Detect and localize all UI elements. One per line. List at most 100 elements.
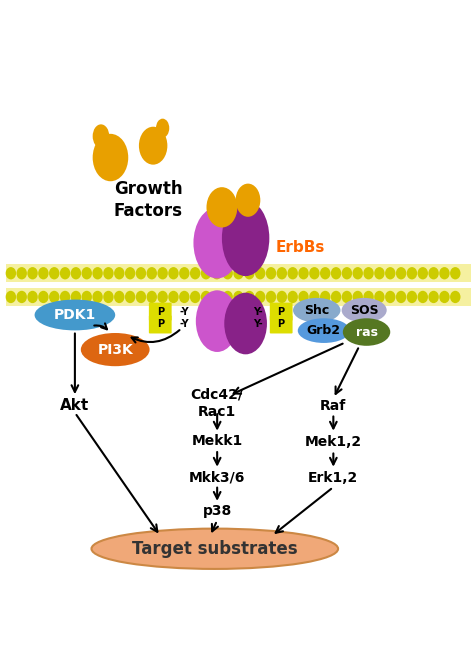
Ellipse shape <box>196 290 238 352</box>
Text: P: P <box>156 306 163 316</box>
Ellipse shape <box>235 184 260 217</box>
Ellipse shape <box>449 267 459 280</box>
FancyBboxPatch shape <box>149 316 171 334</box>
Ellipse shape <box>308 267 319 280</box>
Ellipse shape <box>373 267 384 280</box>
Ellipse shape <box>27 291 38 303</box>
Ellipse shape <box>193 207 240 278</box>
Ellipse shape <box>341 298 386 322</box>
Ellipse shape <box>157 291 168 303</box>
Ellipse shape <box>49 267 60 280</box>
Ellipse shape <box>38 291 49 303</box>
Text: p38: p38 <box>202 504 231 518</box>
Ellipse shape <box>81 291 92 303</box>
Ellipse shape <box>233 291 243 303</box>
Ellipse shape <box>168 267 178 280</box>
Ellipse shape <box>292 298 340 322</box>
Text: Mkk3/6: Mkk3/6 <box>188 470 245 484</box>
Ellipse shape <box>221 200 269 276</box>
Text: P: P <box>277 306 284 316</box>
Ellipse shape <box>233 267 243 280</box>
Ellipse shape <box>103 267 113 280</box>
Ellipse shape <box>91 529 337 569</box>
Ellipse shape <box>60 291 70 303</box>
Text: P: P <box>277 320 284 330</box>
Ellipse shape <box>363 267 373 280</box>
Bar <box>6 264 470 282</box>
Text: Y-: Y- <box>252 306 262 316</box>
Text: P: P <box>156 320 163 330</box>
Ellipse shape <box>224 292 267 354</box>
Ellipse shape <box>92 291 103 303</box>
Ellipse shape <box>49 291 60 303</box>
Ellipse shape <box>156 119 169 138</box>
Ellipse shape <box>265 291 276 303</box>
Ellipse shape <box>60 267 70 280</box>
Ellipse shape <box>189 267 200 280</box>
Ellipse shape <box>308 291 319 303</box>
Ellipse shape <box>341 267 351 280</box>
Ellipse shape <box>92 267 103 280</box>
Ellipse shape <box>255 291 265 303</box>
Text: Shc: Shc <box>304 304 329 317</box>
Ellipse shape <box>363 291 373 303</box>
Ellipse shape <box>17 267 27 280</box>
FancyBboxPatch shape <box>269 302 292 320</box>
Ellipse shape <box>114 291 124 303</box>
Text: -Y: -Y <box>179 306 188 316</box>
Ellipse shape <box>427 267 438 280</box>
Ellipse shape <box>35 300 115 330</box>
Ellipse shape <box>206 187 237 228</box>
Ellipse shape <box>92 134 128 181</box>
Ellipse shape <box>342 318 389 346</box>
Ellipse shape <box>211 291 221 303</box>
Text: PI3K: PI3K <box>97 342 133 356</box>
Text: ErbBs: ErbBs <box>275 240 324 255</box>
Ellipse shape <box>200 291 211 303</box>
Ellipse shape <box>136 291 146 303</box>
Ellipse shape <box>416 291 427 303</box>
Ellipse shape <box>384 291 395 303</box>
Ellipse shape <box>330 291 340 303</box>
Ellipse shape <box>146 267 157 280</box>
Ellipse shape <box>416 267 427 280</box>
Ellipse shape <box>103 291 113 303</box>
Ellipse shape <box>81 267 92 280</box>
Text: Raf: Raf <box>319 399 346 413</box>
Ellipse shape <box>319 291 330 303</box>
Text: Mek1,2: Mek1,2 <box>304 435 361 449</box>
Ellipse shape <box>222 291 232 303</box>
Text: Grb2: Grb2 <box>306 324 340 337</box>
Ellipse shape <box>114 267 124 280</box>
Ellipse shape <box>125 267 135 280</box>
Ellipse shape <box>395 267 406 280</box>
Text: ras: ras <box>355 326 377 338</box>
Ellipse shape <box>136 267 146 280</box>
Ellipse shape <box>70 267 81 280</box>
Ellipse shape <box>265 267 276 280</box>
Ellipse shape <box>373 291 384 303</box>
Text: Mekk1: Mekk1 <box>191 434 242 448</box>
Ellipse shape <box>189 291 200 303</box>
Text: PDK1: PDK1 <box>54 308 96 322</box>
Ellipse shape <box>255 267 265 280</box>
Ellipse shape <box>384 267 395 280</box>
FancyBboxPatch shape <box>149 302 171 320</box>
Ellipse shape <box>244 267 254 280</box>
Ellipse shape <box>200 267 211 280</box>
Ellipse shape <box>298 291 308 303</box>
Ellipse shape <box>287 267 298 280</box>
Ellipse shape <box>438 291 449 303</box>
Ellipse shape <box>125 291 135 303</box>
FancyBboxPatch shape <box>269 316 292 334</box>
Ellipse shape <box>352 291 362 303</box>
Ellipse shape <box>298 267 308 280</box>
Ellipse shape <box>341 291 351 303</box>
Ellipse shape <box>319 267 330 280</box>
Bar <box>6 288 470 306</box>
Ellipse shape <box>6 267 16 280</box>
Ellipse shape <box>27 267 38 280</box>
Ellipse shape <box>178 291 189 303</box>
Text: Target substrates: Target substrates <box>132 539 297 557</box>
Ellipse shape <box>297 318 349 343</box>
